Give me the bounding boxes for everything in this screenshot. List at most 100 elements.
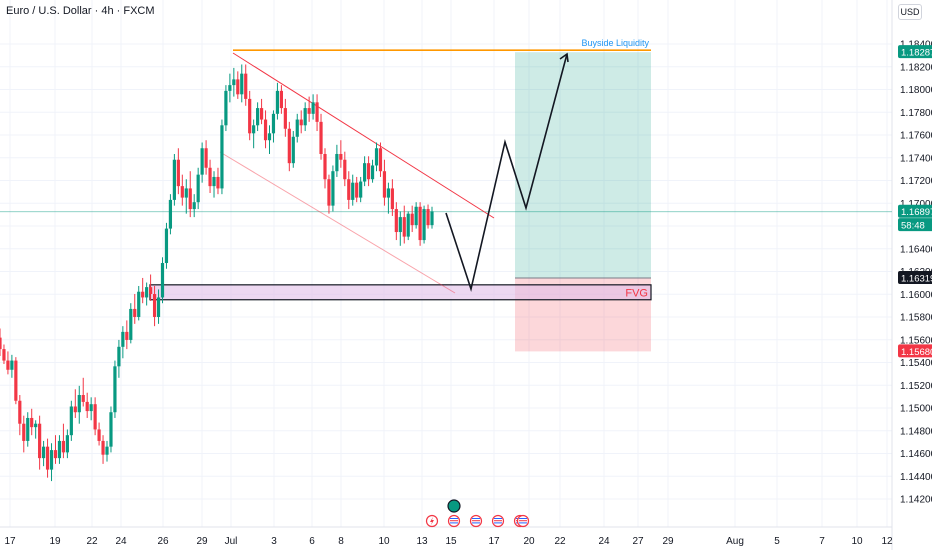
candle-body: [410, 213, 414, 226]
candle-body: [287, 128, 291, 164]
price-label[interactable]: 1.16897: [901, 207, 932, 218]
us-flag-icon[interactable]: [469, 514, 483, 528]
candle-body: [394, 209, 398, 233]
lightning-icon[interactable]: [425, 514, 439, 528]
time-tick-label: 8: [338, 536, 344, 547]
time-tick-label: 24: [598, 536, 610, 547]
price-tick-label: 1.17600: [900, 131, 932, 142]
candle-body: [14, 360, 18, 401]
candle-body: [38, 423, 42, 459]
candle-body: [196, 174, 200, 203]
price-tick-label: 1.15800: [900, 313, 932, 324]
candle-body: [299, 119, 303, 126]
time-tick-label: 19: [49, 536, 61, 547]
candle-body: [366, 163, 371, 180]
candle-body: [45, 446, 50, 470]
candle-body: [172, 159, 176, 200]
candle-body: [113, 366, 117, 413]
price-tick-label: 1.15400: [900, 358, 932, 369]
candle-body: [363, 163, 367, 182]
time-tick-label: 17: [4, 536, 16, 547]
candle-body: [204, 148, 208, 168]
price-label[interactable]: 1.18287: [901, 48, 932, 59]
candle-body: [101, 440, 105, 455]
candle-body: [208, 167, 212, 187]
candle-body: [18, 400, 22, 424]
us-flag-icon[interactable]: [491, 514, 505, 528]
candle-body: [327, 179, 331, 206]
candle-body: [97, 429, 101, 441]
candle-body: [22, 423, 26, 441]
candle-body: [164, 228, 169, 264]
candle-body: [275, 90, 280, 114]
price-label-bg[interactable]: [898, 271, 932, 285]
price-tick-label: 1.14200: [900, 495, 932, 506]
event-marker-icon[interactable]: [447, 499, 461, 513]
candle-body: [236, 79, 240, 95]
candle-body: [81, 395, 85, 402]
price-label-bg[interactable]: [898, 204, 932, 218]
price-tick-label: 1.14600: [900, 449, 932, 460]
time-tick-label: 10: [851, 536, 863, 547]
candle-body: [180, 186, 184, 198]
candle-body: [259, 108, 264, 120]
candle-body: [41, 446, 46, 459]
candle-body: [244, 73, 248, 99]
candle-body: [216, 176, 220, 189]
candle-body: [406, 213, 410, 237]
time-tick-label: 15: [445, 536, 457, 547]
buyside-liquidity-label: Buyside Liquidity: [581, 38, 649, 48]
candle-body: [267, 133, 272, 141]
candle-body: [0, 337, 2, 350]
candle-body: [137, 291, 141, 317]
candle-body: [200, 148, 204, 175]
candle-body: [6, 360, 10, 370]
candle-body: [386, 188, 391, 198]
price-label[interactable]: 58:48: [901, 221, 925, 232]
candle-body: [149, 287, 153, 295]
price-tick-label: 1.16000: [900, 290, 932, 301]
candle-body: [109, 412, 113, 447]
candle-body: [10, 360, 14, 370]
candle-body: [26, 417, 30, 441]
price-tick-label: 1.17200: [900, 176, 932, 187]
price-label[interactable]: 1.15680: [901, 347, 932, 358]
time-tick-label: 24: [115, 536, 127, 547]
price-label-bg[interactable]: [898, 45, 932, 59]
candle-body: [398, 217, 402, 233]
candle-body: [85, 401, 89, 412]
channel-upper-line: [232, 52, 495, 219]
candle-body: [188, 188, 192, 210]
candle-body: [220, 125, 224, 189]
time-tick-label: Aug: [726, 536, 744, 547]
overlay-drawings: FVG Buyside Liquidity: [445, 38, 649, 299]
time-tick-label: 7: [819, 536, 825, 547]
fvg-box: [149, 284, 652, 301]
candle-body: [125, 331, 129, 340]
time-axis[interactable]: 17 19 22 24 26 29 Jul 3 6 8 10 13 15 17 20 22 24 27 29 Aug 5…: [4, 536, 893, 547]
candle-body: [252, 125, 256, 134]
candle-body: [283, 108, 287, 129]
candle-body: [69, 406, 73, 436]
currency-label[interactable]: USD: [898, 4, 922, 20]
us-flag-icon[interactable]: [516, 514, 530, 528]
currency-selector[interactable]: USD: [896, 0, 932, 22]
candle-body: [73, 406, 77, 413]
symbol-title: Euro / U.S. Dollar · 4h · FXCM: [6, 5, 155, 17]
candle-body: [307, 108, 311, 114]
price-label[interactable]: 1.16319: [901, 274, 932, 285]
candle-body: [414, 206, 418, 226]
us-flag-icon[interactable]: [447, 514, 461, 528]
candle-body: [374, 148, 379, 166]
price-label-bg[interactable]: [898, 218, 932, 232]
candle-body: [382, 171, 387, 198]
price-label-bg[interactable]: [898, 344, 932, 358]
time-tick-label: 22: [86, 536, 98, 547]
candle-body: [152, 294, 157, 317]
time-tick-label: 17: [488, 536, 500, 547]
target-zone: [515, 52, 651, 279]
candle-body: [355, 182, 359, 198]
price-axis[interactable]: 1.18400 1.18200 1.18000 1.17800 1.17600 1.174…: [898, 40, 932, 506]
projection-path: [445, 53, 568, 292]
